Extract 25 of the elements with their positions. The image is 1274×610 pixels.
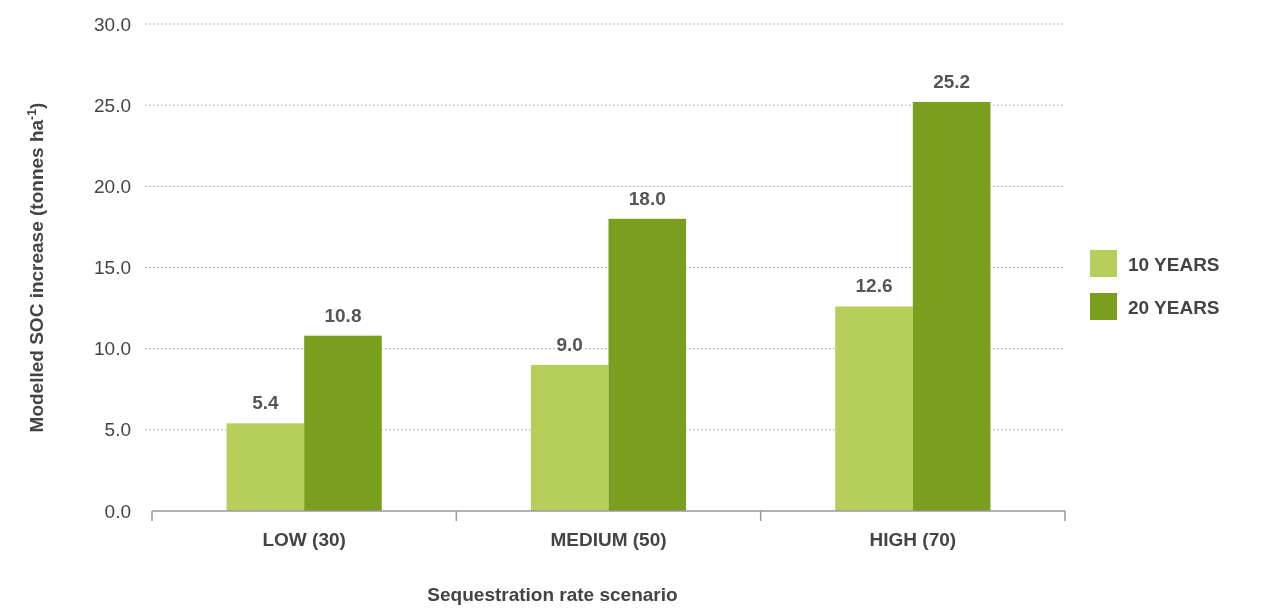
bar bbox=[304, 335, 382, 511]
y-tick-label: 30.0 bbox=[94, 13, 131, 35]
legend-label: 20 YEARS bbox=[1128, 296, 1220, 318]
x-tick-label: HIGH (70) bbox=[869, 529, 957, 550]
x-tick-label: MEDIUM (50) bbox=[550, 529, 667, 550]
text: 10.8 bbox=[324, 304, 362, 326]
bar bbox=[530, 364, 609, 511]
text: 25.2 bbox=[933, 70, 971, 92]
bar bbox=[226, 423, 305, 511]
text: 9.0 bbox=[556, 333, 583, 355]
y-tick-label: 25.0 bbox=[94, 94, 131, 116]
x-tick-label: LOW (30) bbox=[262, 529, 346, 550]
bar bbox=[912, 101, 991, 511]
y-tick-label: 10.0 bbox=[94, 338, 131, 360]
y-tick-label: 20.0 bbox=[94, 175, 131, 197]
bar bbox=[608, 218, 687, 511]
text: 18.0 bbox=[628, 187, 666, 209]
y-tick-label: 15.0 bbox=[94, 257, 131, 279]
y-tick-label: 5.0 bbox=[104, 419, 131, 441]
text: 5.4 bbox=[252, 392, 279, 414]
bar bbox=[835, 306, 913, 511]
text: 12.6 bbox=[855, 275, 893, 297]
y-tick-label: 0.0 bbox=[104, 500, 131, 522]
x-axis-title: Sequestration rate scenario bbox=[427, 584, 678, 605]
legend-label: 10 YEARS bbox=[1128, 253, 1220, 275]
